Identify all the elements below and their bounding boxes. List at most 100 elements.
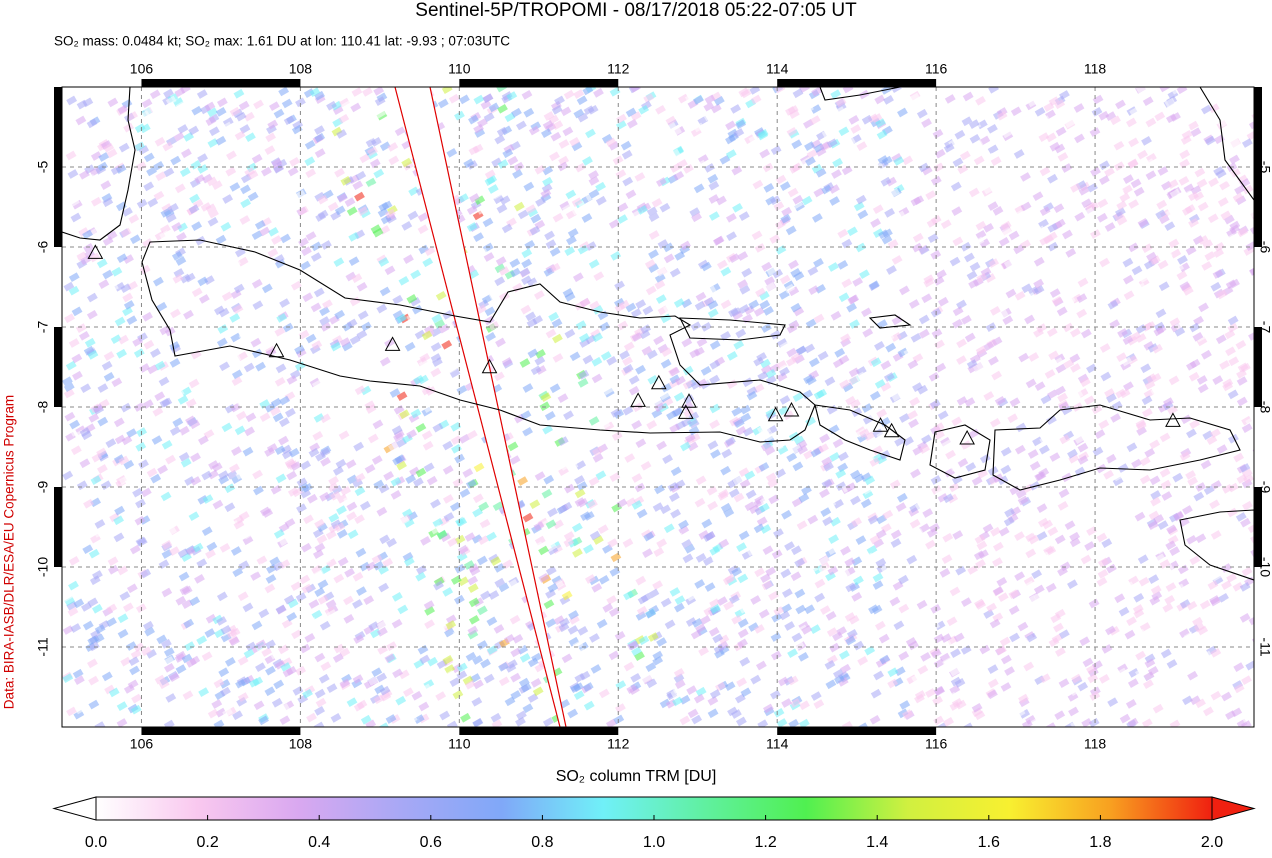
pixel <box>1107 299 1119 310</box>
pixel <box>696 337 708 348</box>
pixel <box>1197 235 1209 245</box>
pixel <box>192 181 203 192</box>
pixel <box>900 307 912 318</box>
pixel <box>284 518 296 528</box>
pixel <box>274 326 286 337</box>
pixel <box>445 614 457 625</box>
pixel <box>632 402 644 413</box>
pixel <box>1201 261 1213 271</box>
pixel <box>92 403 104 414</box>
pixel <box>509 258 521 268</box>
pixel <box>78 492 90 502</box>
pixel <box>1217 474 1229 485</box>
pixel <box>671 126 682 137</box>
pixel <box>435 290 447 301</box>
pixel <box>175 256 187 266</box>
y-tick-label-left: -6 <box>35 241 51 254</box>
pixel <box>243 111 255 122</box>
pixel <box>117 613 129 624</box>
pixel <box>776 338 788 348</box>
pixel <box>72 582 84 593</box>
pixel <box>1176 339 1188 350</box>
pixel <box>519 358 531 368</box>
pixel <box>956 355 967 365</box>
pixel <box>1143 341 1155 351</box>
pixel <box>1194 167 1206 178</box>
pixel <box>1070 363 1081 373</box>
pixel <box>117 565 129 576</box>
pixel <box>767 478 779 489</box>
pixel <box>172 273 184 284</box>
pixel <box>444 664 456 674</box>
pixel <box>308 599 320 609</box>
pixel <box>947 198 959 209</box>
pixel <box>693 693 705 704</box>
pixel <box>941 554 953 564</box>
pixel <box>695 475 707 486</box>
pixel <box>542 424 553 435</box>
pixel <box>391 425 403 435</box>
pixel <box>325 530 337 540</box>
pixel <box>285 407 296 418</box>
pixel <box>1116 200 1128 211</box>
pixel <box>895 502 907 512</box>
pixel <box>204 101 216 112</box>
pixel <box>250 571 262 581</box>
pixel <box>175 650 187 661</box>
pixel <box>868 280 880 291</box>
y-border-bar <box>1254 167 1262 247</box>
pixel <box>702 556 714 567</box>
pixel <box>886 265 897 275</box>
pixel <box>199 355 211 365</box>
pixel <box>463 158 475 169</box>
pixel <box>350 102 362 113</box>
pixel <box>64 596 76 606</box>
pixel <box>526 277 538 288</box>
pixel <box>211 462 223 472</box>
pixel <box>887 239 899 249</box>
pixel <box>82 97 94 108</box>
pixel <box>542 176 553 187</box>
pixel <box>173 268 185 278</box>
pixel <box>309 87 321 98</box>
pixel <box>1197 288 1209 299</box>
pixel <box>120 656 132 667</box>
pixel <box>738 211 750 221</box>
pixel <box>1045 153 1057 164</box>
pixel <box>1149 595 1161 606</box>
pixel <box>211 699 223 709</box>
pixel <box>1123 581 1135 592</box>
pixel <box>1069 537 1081 548</box>
pixel <box>1210 468 1221 478</box>
pixel <box>695 553 707 563</box>
pixel <box>1235 339 1247 350</box>
pixel <box>1241 566 1253 577</box>
pixel <box>376 672 388 683</box>
pixel <box>498 266 510 276</box>
pixel <box>693 346 705 357</box>
pixel <box>1189 322 1201 333</box>
pixel <box>631 420 643 430</box>
pixel <box>352 674 364 684</box>
pixel <box>409 246 421 257</box>
pixel <box>288 447 300 458</box>
pixel <box>408 352 420 362</box>
pixel <box>1156 199 1168 210</box>
y-tick-label-right: -11 <box>1257 637 1272 656</box>
pixel <box>739 656 751 667</box>
pixel <box>522 426 533 437</box>
y-tick-label-right: -6 <box>1257 241 1272 254</box>
pixel <box>483 673 495 684</box>
x-border-bar <box>459 727 619 735</box>
pixel <box>197 276 209 287</box>
pixel <box>588 416 600 426</box>
pixel <box>1123 381 1134 392</box>
pixel <box>433 580 444 591</box>
pixel <box>914 690 926 700</box>
pixel <box>269 649 281 660</box>
pixel <box>73 709 85 720</box>
pixel <box>964 252 975 263</box>
pixel <box>1152 343 1163 354</box>
pixel <box>144 626 155 637</box>
pixel <box>392 294 404 305</box>
